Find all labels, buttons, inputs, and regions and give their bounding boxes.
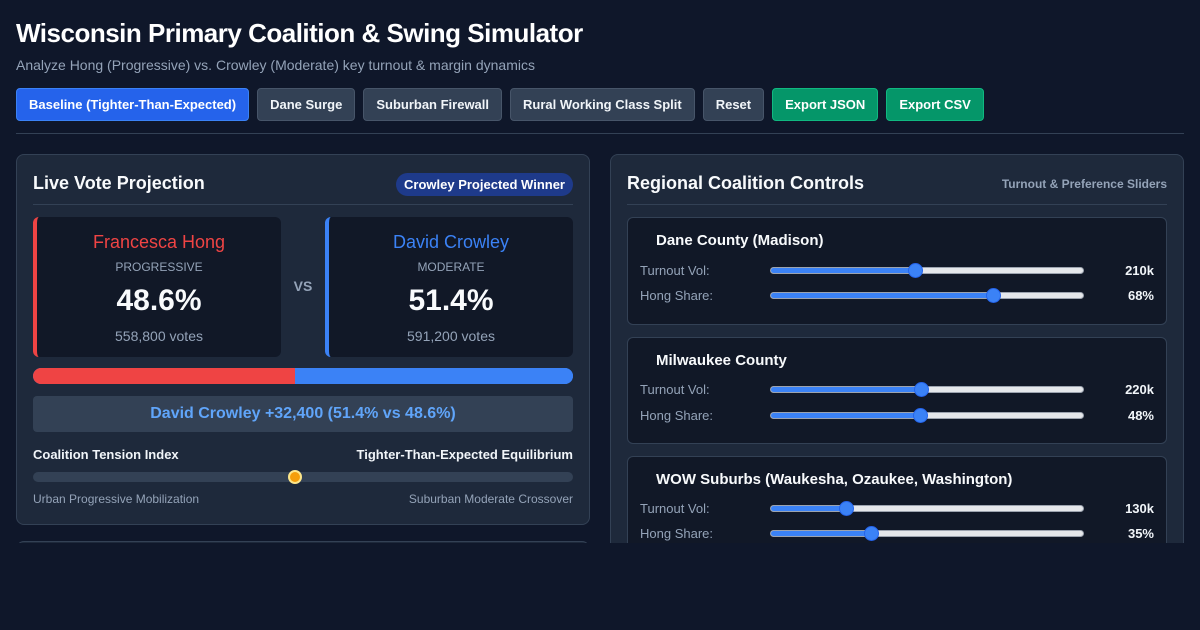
turnout-row: Turnout Vol: 130k (640, 500, 1154, 518)
turnout-label: Turnout Vol: (640, 501, 710, 516)
page-header: Wisconsin Primary Coalition & Swing Simu… (16, 18, 1184, 73)
tension-state: Tighter-Than-Expected Equilibrium (356, 447, 573, 462)
hong-votes: 558,800 votes (115, 328, 203, 344)
export-csv-button[interactable]: Export CSV (886, 88, 984, 121)
share-row: Hong Share: 48% (640, 407, 1154, 425)
controls-panel: Regional Coalition Controls Turnout & Pr… (610, 154, 1184, 566)
crowley-name: David Crowley (392, 232, 510, 252)
tension-scale-labels: Urban Progressive Mobilization Suburban … (33, 492, 573, 506)
turnout-slider[interactable] (770, 382, 1084, 397)
region-name: WOW Suburbs (Waukesha, Ozaukee, Washingt… (656, 471, 1013, 488)
slider-fill (771, 387, 921, 392)
region-card-milwaukee: Milwaukee County Turnout Vol: 220k Hong … (627, 337, 1167, 444)
turnout-row: Turnout Vol: 220k (640, 381, 1154, 399)
projection-panel-header: Live Vote Projection Crowley Projected W… (33, 173, 573, 205)
slider-fill (771, 506, 846, 511)
controls-panel-header: Regional Coalition Controls Turnout & Pr… (627, 173, 1167, 205)
turnout-slider[interactable] (770, 263, 1084, 278)
turnout-slider[interactable] (770, 501, 1084, 516)
baseline-scenario-button[interactable]: Baseline (Tighter-Than-Expected) (16, 88, 250, 121)
viewport-bottom (0, 543, 1200, 630)
winner-badge: Crowley Projected Winner (396, 173, 573, 196)
slider-fill (771, 268, 915, 273)
controls-note: Turnout & Preference Sliders (1001, 177, 1167, 191)
share-slider[interactable] (770, 408, 1084, 423)
suburban-firewall-button[interactable]: Suburban Firewall (363, 88, 503, 121)
hong-party: Progressive (115, 260, 203, 274)
page-title: Wisconsin Primary Coalition & Swing Simu… (16, 18, 583, 48)
share-label: Hong Share: (640, 408, 713, 423)
region-name: Milwaukee County (656, 352, 787, 369)
margin-summary: David Crowley +32,400 (51.4% vs 48.6%) (33, 396, 573, 432)
share-label: Hong Share: (640, 288, 713, 303)
slider-thumb[interactable] (907, 263, 923, 278)
slider-fill (771, 413, 920, 418)
hong-percent: 48.6% (116, 284, 202, 317)
projection-title: Live Vote Projection (33, 173, 205, 193)
share-slider[interactable] (770, 288, 1084, 303)
hong-name: Francesca Hong (92, 232, 226, 252)
turnout-value: 220k (1125, 382, 1154, 397)
slider-fill (771, 531, 871, 536)
region-card-dane: Dane County (Madison) Turnout Vol: 210k … (627, 217, 1167, 325)
slider-thumb[interactable] (863, 526, 879, 541)
projection-panel: Live Vote Projection Crowley Projected W… (16, 154, 590, 525)
slider-thumb[interactable] (838, 501, 854, 516)
slider-fill (771, 293, 993, 298)
tension-right-label: Suburban Moderate Crossover (408, 492, 573, 506)
share-row: Hong Share: 35% (640, 525, 1154, 543)
share-value: 35% (1127, 526, 1154, 541)
vote-share-bar (33, 368, 573, 384)
tension-label: Coalition Tension Index (33, 447, 179, 462)
hong-card: Francesca Hong Progressive 48.6% 558,800… (33, 217, 281, 357)
tension-marker (287, 470, 302, 484)
turnout-value: 130k (1125, 501, 1154, 516)
dane-surge-button[interactable]: Dane Surge (257, 88, 356, 121)
turnout-label: Turnout Vol: (640, 263, 710, 278)
share-label: Hong Share: (640, 526, 713, 541)
crowley-votes: 591,200 votes (407, 328, 495, 344)
export-json-button[interactable]: Export JSON (772, 88, 879, 121)
turnout-value: 210k (1125, 263, 1154, 278)
header-divider (16, 133, 1184, 134)
slider-thumb[interactable] (913, 382, 929, 397)
share-value: 68% (1127, 288, 1154, 303)
rural-split-button[interactable]: Rural Working Class Split (510, 88, 695, 121)
reset-button[interactable]: Reset (702, 88, 765, 121)
slider-thumb[interactable] (985, 288, 1001, 303)
vote-bar-hong-segment (33, 368, 296, 384)
vs-label: VS (293, 278, 313, 294)
share-value: 48% (1127, 408, 1154, 423)
tension-track (33, 470, 573, 484)
page-subtitle: Analyze Hong (Progressive) vs. Crowley (… (16, 57, 535, 73)
share-row: Hong Share: 68% (640, 287, 1154, 305)
turnout-label: Turnout Vol: (640, 382, 710, 397)
crowley-percent: 51.4% (408, 284, 494, 317)
tension-left-label: Urban Progressive Mobilization (33, 492, 200, 506)
tension-header: Coalition Tension Index Tighter-Than-Exp… (33, 447, 573, 462)
slider-thumb[interactable] (912, 408, 928, 423)
scenario-toolbar: Baseline (Tighter-Than-Expected) Dane Su… (16, 88, 984, 121)
crowley-party: Moderate (417, 260, 485, 274)
controls-title: Regional Coalition Controls (627, 173, 864, 193)
crowley-card: David Crowley Moderate 51.4% 591,200 vot… (325, 217, 573, 357)
share-slider[interactable] (770, 526, 1084, 541)
turnout-row: Turnout Vol: 210k (640, 262, 1154, 280)
region-name: Dane County (Madison) (656, 232, 824, 249)
vote-bar-crowley-segment (295, 368, 573, 384)
